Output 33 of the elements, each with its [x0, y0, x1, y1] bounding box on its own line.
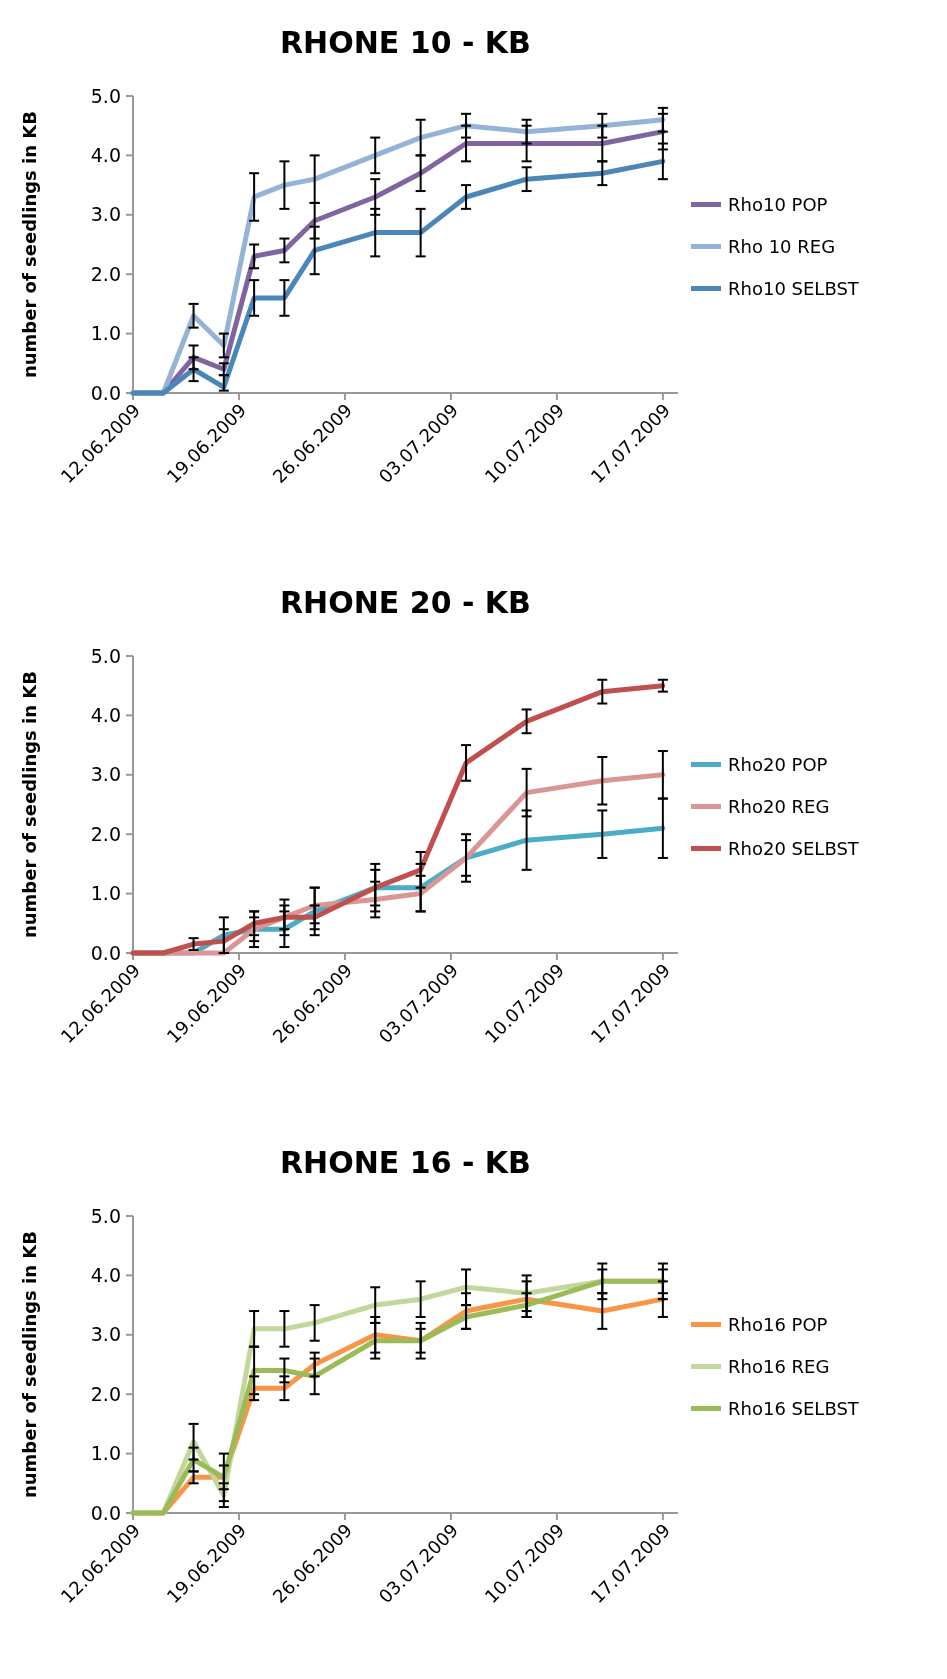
y-tick-label: 3.0 — [90, 203, 121, 226]
legend-label: Rho20 POP — [728, 753, 828, 775]
y-tick-label: 3.0 — [90, 763, 121, 786]
legend-label: Rho20 REG — [728, 795, 830, 817]
y-tick-label: 1.0 — [90, 1442, 121, 1465]
y-tick-label: 3.0 — [90, 1323, 121, 1346]
y-tick-label: 0.0 — [90, 1501, 121, 1524]
y-tick-label: 2.0 — [90, 822, 121, 845]
y-tick-label: 5.0 — [90, 1204, 121, 1227]
y-tick-label: 2.0 — [90, 1382, 121, 1405]
y-tick-label: 0.0 — [90, 941, 121, 964]
y-tick-label: 2.0 — [90, 262, 121, 285]
chart-title: RHONE 20 - KB — [280, 585, 531, 620]
y-tick-label: 4.0 — [90, 704, 121, 727]
y-tick-label: 1.0 — [90, 882, 121, 905]
legend-label: Rho16 POP — [728, 1313, 828, 1335]
legend-label: Rho16 SELBST — [728, 1397, 860, 1419]
y-axis-title: number of seedlings in KB — [19, 110, 40, 379]
chart-title: RHONE 16 - KB — [280, 1145, 531, 1180]
y-tick-label: 4.0 — [90, 1264, 121, 1287]
legend-label: Rho 10 REG — [728, 235, 836, 257]
y-tick-label: 5.0 — [90, 644, 121, 667]
chart-title: RHONE 10 - KB — [280, 25, 531, 60]
legend-label: Rho20 SELBST — [728, 837, 860, 859]
y-tick-label: 1.0 — [90, 322, 121, 345]
y-tick-label: 4.0 — [90, 144, 121, 167]
legend-label: Rho10 SELBST — [728, 277, 860, 299]
y-axis-title: number of seedlings in KB — [19, 670, 40, 939]
legend-label: Rho10 POP — [728, 193, 828, 215]
y-tick-label: 5.0 — [90, 84, 121, 107]
y-axis-title: number of seedlings in KB — [19, 1230, 40, 1499]
legend-label: Rho16 REG — [728, 1355, 830, 1377]
y-tick-label: 0.0 — [90, 381, 121, 404]
